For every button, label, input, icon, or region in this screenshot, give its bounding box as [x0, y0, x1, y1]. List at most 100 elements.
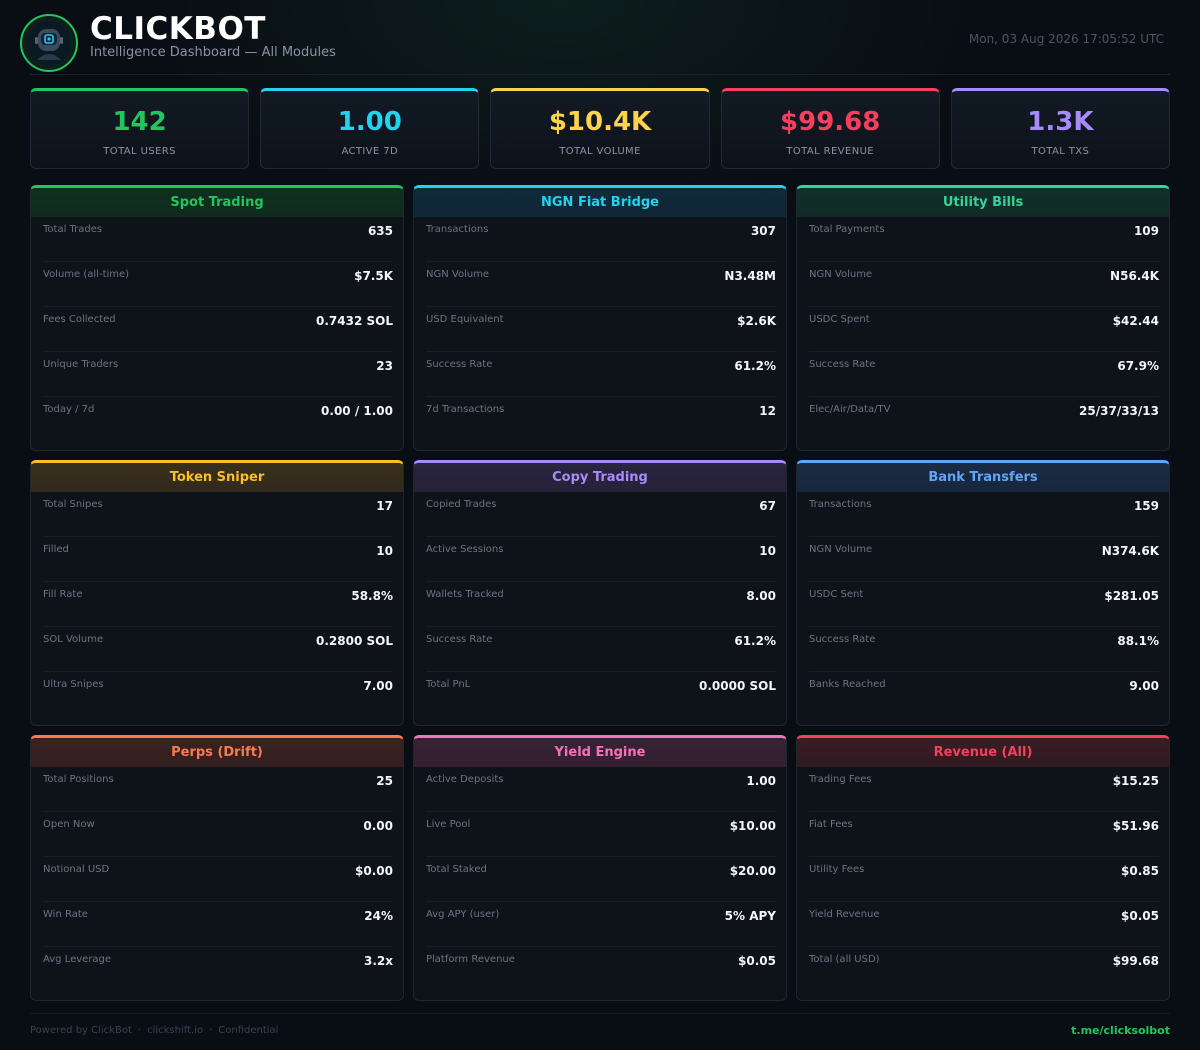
stat-label: Elec/Air/Data/TV [809, 404, 891, 415]
kpi-value: $10.4K [548, 107, 652, 137]
stat-label: Success Rate [426, 634, 493, 645]
stat-label: Avg Leverage [43, 954, 112, 965]
module-title: Revenue (All) [797, 738, 1169, 767]
stat-row: Yield Revenue $0.05 [809, 902, 1159, 947]
stat-row: Unique Traders 23 [43, 352, 393, 397]
stat-row: SOL Volume 0.2800 SOL [43, 627, 393, 672]
stat-row: Total Snipes 17 [43, 492, 393, 537]
stat-row: Utility Fees $0.85 [809, 857, 1159, 902]
footer-divider [30, 1013, 1170, 1014]
module-ngn-fiat-bridge: NGN Fiat Bridge Transactions 307 NGN Volu… [413, 185, 787, 451]
stat-label: Total Snipes [43, 499, 103, 510]
stat-value: 10 [759, 544, 776, 558]
stat-label: USD Equivalent [426, 314, 504, 325]
stat-value: 7.00 [363, 679, 393, 693]
stat-label: 7d Transactions [426, 404, 505, 415]
module-grid: Spot Trading Total Trades 635 Volume (all… [30, 185, 1170, 1001]
footer-separator: · [137, 1025, 142, 1036]
stat-row: NGN Volume N374.6K [809, 537, 1159, 582]
stat-row: Trading Fees $15.25 [809, 767, 1159, 812]
stat-value: 61.2% [734, 359, 776, 373]
stat-value: 9.00 [1129, 679, 1159, 693]
stat-label: Active Sessions [426, 544, 504, 555]
stat-value: N3.48M [724, 269, 776, 283]
stat-label: Total Payments [809, 224, 885, 235]
stat-value: 159 [1133, 499, 1159, 513]
stat-label: Transactions [426, 224, 489, 235]
stat-row: Total Payments 109 [809, 217, 1159, 262]
stat-label: Total Trades [43, 224, 103, 235]
stat-value: 25 [376, 774, 393, 788]
telegram-bot-link[interactable]: t.me/clicksolbot [1071, 1024, 1170, 1037]
module-title: Token Sniper [31, 463, 403, 492]
kpi-card-active-7d: 1.00 ACTIVE 7D [260, 88, 480, 169]
stat-value: N374.6K [1101, 544, 1159, 558]
stat-row: Wallets Tracked 8.00 [426, 582, 776, 627]
stat-value: 307 [750, 224, 776, 238]
stat-row: Success Rate 61.2% [426, 352, 776, 397]
stat-value: $0.85 [1121, 864, 1159, 878]
stat-value: 10 [376, 544, 393, 558]
stat-label: Total PnL [426, 679, 471, 690]
stat-row: Active Sessions 10 [426, 537, 776, 582]
stat-row: 7d Transactions 12 [426, 397, 776, 442]
stat-value: 0.7432 SOL [316, 314, 393, 328]
footer-site: clickshift.io [147, 1025, 204, 1036]
stat-value: N56.4K [1110, 269, 1159, 283]
stat-row: Fees Collected 0.7432 SOL [43, 307, 393, 352]
stat-value: $0.00 [355, 864, 393, 878]
module-bank-transfers: Bank Transfers Transactions 159 NGN Volum… [796, 460, 1170, 726]
stat-row: USDC Spent $42.44 [809, 307, 1159, 352]
module-yield-engine: Yield Engine Active Deposits 1.00 Live Po… [413, 735, 787, 1001]
stat-value: $10.00 [729, 819, 776, 833]
stat-row: Banks Reached 9.00 [809, 672, 1159, 717]
stat-value: 67.9% [1117, 359, 1159, 373]
stat-row: Notional USD $0.00 [43, 857, 393, 902]
stat-label: Avg APY (user) [426, 909, 500, 920]
stat-row: Success Rate 88.1% [809, 627, 1159, 672]
footer-separator: · [209, 1025, 213, 1036]
module-perps-drift: Perps (Drift) Total Positions 25 Open Now… [30, 735, 404, 1001]
stat-label: Wallets Tracked [426, 589, 504, 600]
stat-label: USDC Sent [809, 589, 864, 600]
kpi-label: TOTAL TXS [1031, 146, 1090, 157]
stat-value: 8.00 [746, 589, 776, 603]
module-copy-trading: Copy Trading Copied Trades 67 Active Sess… [413, 460, 787, 726]
stat-row: Fill Rate 58.8% [43, 582, 393, 627]
stat-value: $0.05 [738, 954, 776, 968]
stat-row: USD Equivalent $2.6K [426, 307, 776, 352]
stat-value: 635 [367, 224, 393, 238]
stat-label: Fiat Fees [809, 819, 853, 830]
stat-row: Live Pool $10.00 [426, 812, 776, 857]
kpi-card-total-users: 142 TOTAL USERS [30, 88, 250, 169]
stat-row: Fiat Fees $51.96 [809, 812, 1159, 857]
module-revenue-all: Revenue (All) Trading Fees $15.25 Fiat Fe… [796, 735, 1170, 1001]
stat-label: Success Rate [809, 359, 876, 370]
stat-value: 1.00 [746, 774, 776, 788]
stat-label: Success Rate [426, 359, 493, 370]
stat-row: Platform Revenue $0.05 [426, 947, 776, 992]
footer-powered-by: Powered by ClickBot [30, 1025, 132, 1036]
module-title: Spot Trading [31, 188, 403, 217]
stat-row: Copied Trades 67 [426, 492, 776, 537]
stat-value: 61.2% [734, 634, 776, 648]
stat-label: NGN Volume [426, 269, 490, 280]
kpi-label: TOTAL USERS [103, 146, 176, 157]
stat-row: Total (all USD) $99.68 [809, 947, 1159, 992]
kpi-label: TOTAL VOLUME [559, 146, 641, 157]
stat-value: $7.5K [354, 269, 393, 283]
stat-label: Fill Rate [43, 589, 83, 600]
header: CLICKBOT Intelligence Dashboard — All Mo… [20, 11, 1170, 74]
kpi-card-total-txs: 1.3K TOTAL TXS [950, 88, 1171, 169]
stat-value: $2.6K [737, 314, 776, 328]
module-title: NGN Fiat Bridge [414, 188, 786, 217]
stat-value: 24% [364, 909, 393, 923]
stat-value: $15.25 [1112, 774, 1159, 788]
stat-value: $0.05 [1121, 909, 1159, 923]
stat-row: Total Staked $20.00 [426, 857, 776, 902]
stat-label: Notional USD [43, 864, 110, 875]
kpi-value: 1.00 [337, 107, 402, 137]
timestamp: Mon, 03 Aug 2026 17:05:52 UTC [968, 32, 1164, 46]
stat-label: Trading Fees [809, 774, 872, 785]
module-title: Yield Engine [414, 738, 786, 767]
